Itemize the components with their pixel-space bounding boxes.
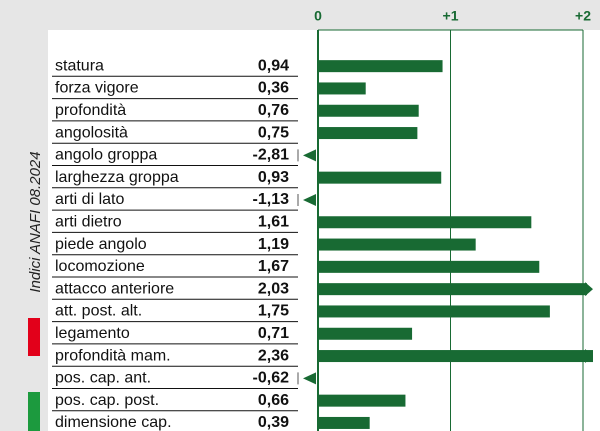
- bar: [318, 350, 593, 363]
- category-label: profondità mam.: [55, 347, 171, 364]
- bar: [303, 372, 316, 385]
- value-label: 1,75: [258, 303, 289, 320]
- bar: [318, 127, 418, 140]
- category-label: dimensione cap.: [55, 414, 172, 431]
- category-label: legamento: [55, 325, 130, 342]
- value-label: 0,36: [258, 80, 289, 97]
- side-note: Indici ANAFI 08.2024: [27, 151, 44, 292]
- bar: [318, 283, 587, 296]
- red-marker: [28, 318, 40, 356]
- bar: [303, 149, 316, 162]
- bar: [318, 104, 419, 117]
- value-label: 0,94: [258, 57, 289, 74]
- bar: [318, 60, 443, 73]
- bar: [318, 216, 532, 229]
- x-tick-label: +1: [443, 8, 459, 24]
- green-marker: [28, 392, 40, 431]
- bar: [318, 260, 540, 273]
- category-label: angolo groppa: [55, 147, 157, 164]
- category-label: larghezza groppa: [55, 169, 179, 186]
- category-label: piede angolo: [55, 236, 147, 253]
- category-label: pos. cap. ant.: [55, 370, 151, 387]
- category-label: locomozione: [55, 258, 145, 275]
- category-label: angolosità: [55, 124, 128, 141]
- value-label: -1,13: [253, 191, 290, 208]
- value-label: 0,93: [258, 169, 289, 186]
- category-label: pos. cap. post.: [55, 392, 159, 409]
- category-label: arti dietro: [55, 213, 122, 230]
- category-label: statura: [55, 57, 104, 74]
- panel: [48, 30, 600, 431]
- bar: [318, 305, 550, 318]
- x-tick-label: 0: [314, 8, 322, 24]
- category-label: att. post. alt.: [55, 303, 142, 320]
- category-label: forza vigore: [55, 80, 139, 97]
- category-label: profondità: [55, 102, 126, 119]
- overflow-arrow: [585, 349, 593, 364]
- x-tick-label: +2: [575, 8, 591, 24]
- bar: [318, 394, 406, 407]
- bar: [318, 327, 413, 340]
- value-label: 0,76: [258, 102, 289, 119]
- category-label: arti di lato: [55, 191, 124, 208]
- value-label: 1,19: [258, 236, 289, 253]
- bar: [318, 416, 370, 429]
- value-label: 2,03: [258, 280, 289, 297]
- overflow-arrow: [585, 282, 593, 297]
- value-label: 0,66: [258, 392, 289, 409]
- value-label: 1,67: [258, 258, 289, 275]
- bar: [318, 238, 476, 251]
- bars: [318, 60, 593, 429]
- bar: [303, 193, 316, 206]
- bar: [318, 82, 366, 95]
- value-label: 0,75: [258, 124, 289, 141]
- value-label: 0,71: [258, 325, 289, 342]
- value-label: 2,36: [258, 347, 289, 364]
- value-label: -0,62: [253, 370, 290, 387]
- value-label: -2,81: [253, 147, 290, 164]
- category-label: attacco anteriore: [55, 280, 174, 297]
- value-label: 0,39: [258, 414, 289, 431]
- bar: [318, 171, 442, 184]
- value-label: 1,61: [258, 213, 289, 230]
